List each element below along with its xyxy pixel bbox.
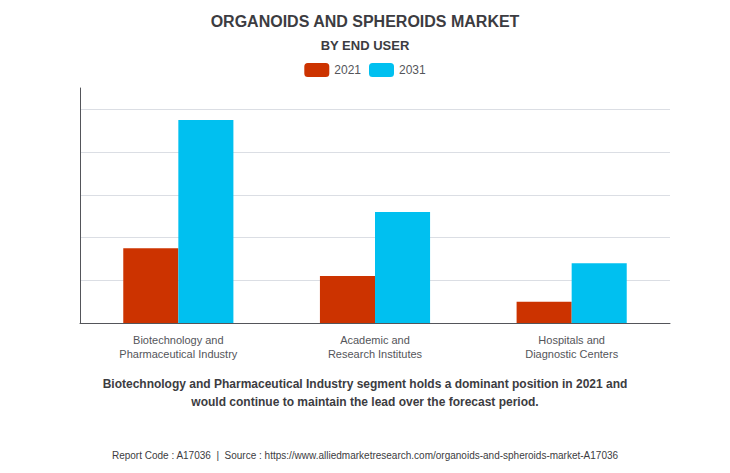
- svg-text:ORGANOIDS AND SPHEROIDS MARKET: ORGANOIDS AND SPHEROIDS MARKET: [211, 13, 520, 30]
- svg-text:would continue to maintain the: would continue to maintain the lead over…: [190, 395, 538, 409]
- svg-text:Hospitals and: Hospitals and: [538, 334, 605, 346]
- svg-text:BY END USER: BY END USER: [321, 38, 410, 53]
- svg-text:Diagnostic Centers: Diagnostic Centers: [525, 348, 618, 360]
- svg-text:Biotechnology and Pharmaceutic: Biotechnology and Pharmaceutical Industr…: [103, 377, 628, 391]
- svg-text:Biotechnology and: Biotechnology and: [133, 334, 224, 346]
- svg-text:Academic and: Academic and: [340, 334, 410, 346]
- svg-text:2031: 2031: [399, 63, 426, 77]
- svg-text:Report Code : A17036 | Sourc: Report Code : A17036 | Source : https://…: [112, 450, 619, 461]
- svg-text:Research Institutes: Research Institutes: [328, 348, 423, 360]
- svg-text:2021: 2021: [334, 63, 361, 77]
- svg-text:Pharmaceutical Industry: Pharmaceutical Industry: [119, 348, 237, 360]
